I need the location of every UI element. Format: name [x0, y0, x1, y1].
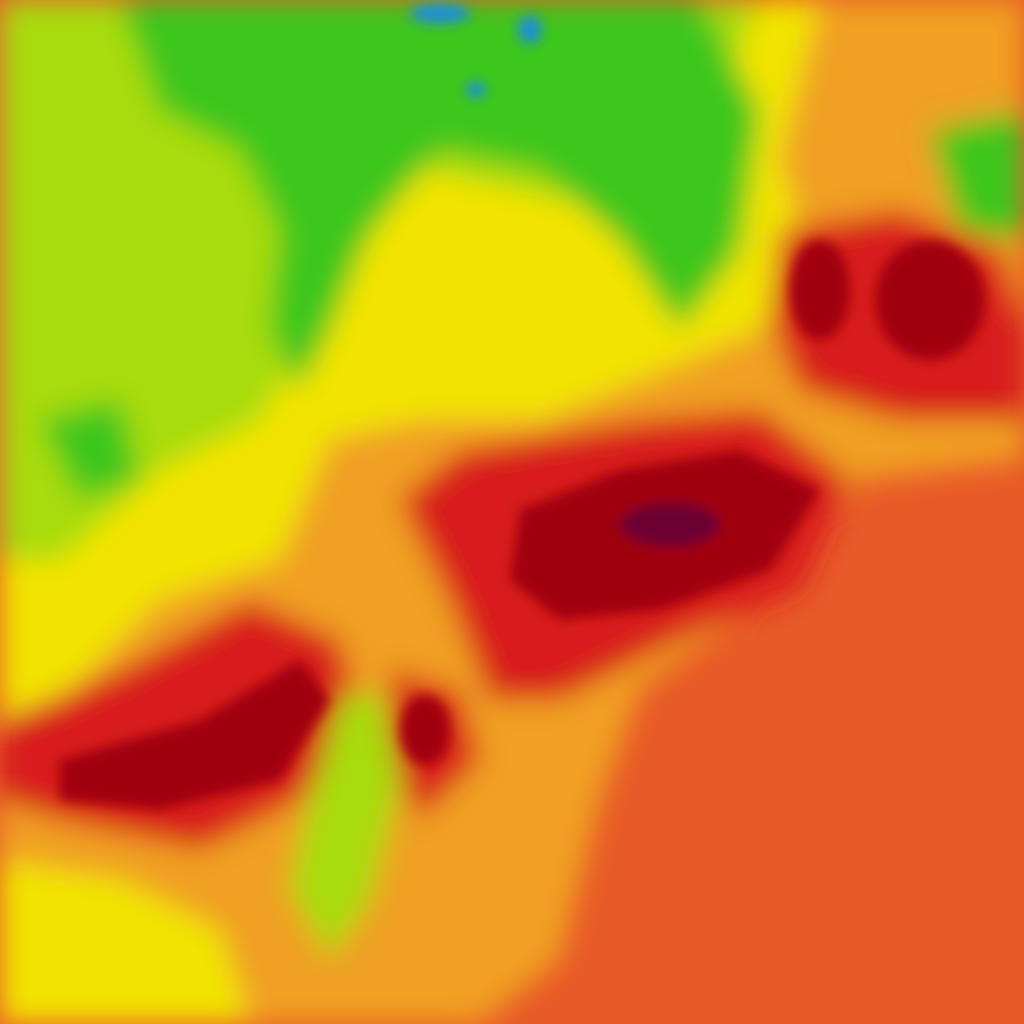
caspian-blue-2 — [518, 16, 542, 44]
caspian-blue-1 — [410, 4, 470, 24]
arabia-hotspot — [620, 503, 720, 547]
iran-dark-red-1 — [790, 240, 850, 340]
west-green-patch — [40, 400, 140, 500]
yellow-south — [0, 860, 250, 1024]
green-region — [120, 0, 760, 390]
africa-dark-red — [60, 660, 330, 810]
east-green — [930, 110, 1024, 240]
ethiopia-dark-red — [400, 695, 450, 765]
caspian-blue-3 — [466, 82, 486, 98]
ethiopian-highlands — [290, 690, 400, 960]
iran-dark-red-2 — [875, 240, 985, 360]
